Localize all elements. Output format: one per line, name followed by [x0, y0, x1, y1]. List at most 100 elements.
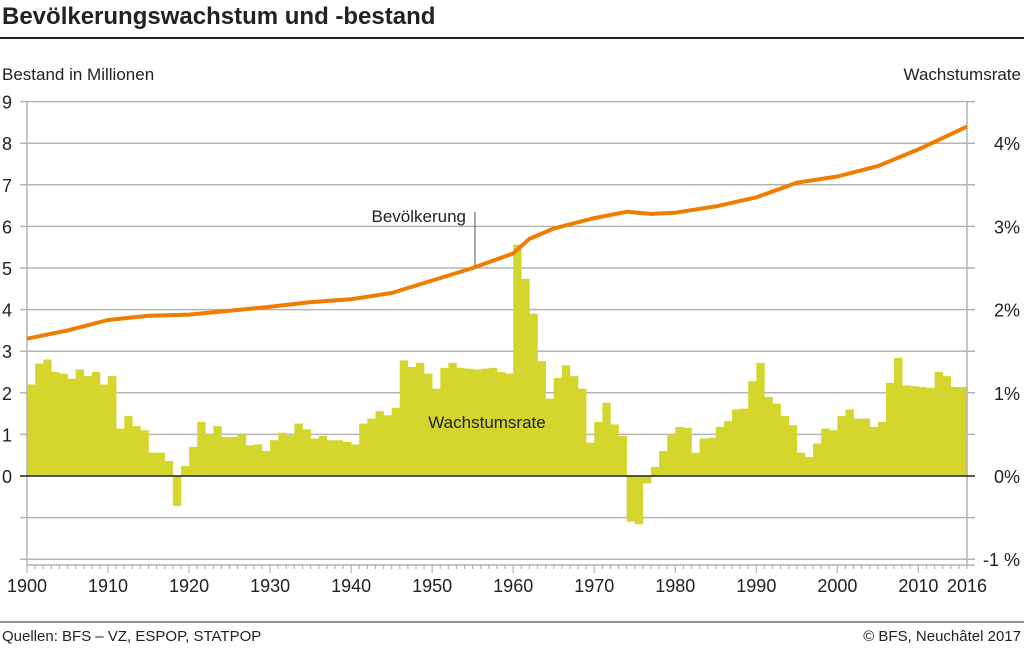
- x-tick-label: 1970: [574, 576, 614, 596]
- growth-bar: [432, 388, 441, 476]
- growth-bar: [569, 376, 579, 476]
- x-tick-label: 1920: [169, 576, 209, 596]
- growth-bar: [788, 425, 798, 476]
- growth-bar: [537, 361, 546, 476]
- growth-bar: [513, 244, 522, 476]
- y-right-tick-label: 2%: [994, 301, 1020, 321]
- growth-bar: [796, 452, 806, 476]
- growth-bar: [521, 278, 530, 476]
- growth-bar: [804, 456, 814, 476]
- growth-bar: [383, 415, 392, 476]
- growth-bar: [659, 451, 668, 476]
- growth-bar: [343, 441, 352, 476]
- x-tick-label: 2010: [898, 576, 938, 596]
- growth-bar: [861, 418, 871, 476]
- series-label-population: Bevölkerung: [371, 207, 466, 226]
- growth-bar: [367, 418, 376, 476]
- growth-bar: [310, 438, 320, 476]
- growth-bar: [116, 428, 125, 476]
- growth-bar: [140, 430, 149, 476]
- growth-bar: [75, 369, 85, 476]
- growth-bar: [132, 426, 141, 476]
- y-left-tick-label: 9: [2, 93, 12, 113]
- growth-bar: [51, 372, 60, 476]
- growth-bar: [650, 466, 660, 476]
- growth-bar: [440, 367, 449, 476]
- growth-bar: [845, 409, 854, 476]
- copyright-note: © BFS, Neuchâtel 2017: [863, 628, 1021, 645]
- growth-bar: [813, 443, 822, 476]
- growth-bar: [675, 426, 684, 476]
- growth-bar: [756, 362, 765, 476]
- growth-bar: [740, 408, 749, 476]
- growth-bar: [391, 407, 401, 476]
- growth-bar: [926, 387, 935, 476]
- growth-bar: [869, 426, 879, 476]
- growth-bar: [67, 378, 76, 476]
- growth-bar: [497, 372, 506, 476]
- growth-bar: [424, 373, 433, 476]
- growth-bar: [910, 386, 919, 476]
- growth-bar: [221, 436, 230, 476]
- growth-bar: [456, 367, 465, 476]
- growth-bar: [99, 384, 109, 476]
- growth-bar: [902, 385, 911, 476]
- growth-bar: [950, 386, 960, 476]
- growth-bar: [262, 451, 271, 476]
- y-right-label: Wachstumsrate: [904, 65, 1021, 84]
- growth-bar: [488, 367, 498, 476]
- growth-bar: [683, 427, 692, 476]
- growth-bar: [480, 368, 490, 476]
- growth-bar: [472, 369, 482, 476]
- growth-bar: [667, 434, 676, 476]
- axes: [20, 101, 975, 573]
- growth-bar: [877, 421, 887, 476]
- growth-bar: [83, 376, 93, 476]
- growth-bar: [197, 421, 206, 476]
- source-note: Quellen: BFS – VZ, ESPOP, STATPOP: [2, 628, 261, 645]
- growth-bar: [561, 365, 571, 476]
- growth-bar: [229, 436, 238, 476]
- growth-bar: [707, 437, 717, 476]
- x-tick-label: 1900: [7, 576, 47, 596]
- growth-bar: [715, 426, 725, 476]
- growth-bar: [148, 452, 157, 476]
- growth-bar: [723, 421, 733, 476]
- growth-bar: [578, 388, 587, 476]
- y-right-tick-label: 3%: [994, 217, 1020, 237]
- growth-bar: [934, 372, 943, 476]
- series-label-growth: Wachstumsrate: [428, 413, 545, 432]
- y-left-tick-label: 6: [2, 217, 12, 237]
- growth-bar: [237, 434, 247, 476]
- growth-bar: [108, 376, 117, 476]
- growth-bar: [618, 436, 627, 476]
- growth-bar: [626, 476, 636, 522]
- y-right-tick-label: -1 %: [983, 550, 1020, 570]
- growth-bar: [691, 452, 700, 476]
- growth-bar: [278, 432, 287, 476]
- growth-bar: [894, 357, 903, 476]
- population-line: [26, 124, 968, 341]
- x-tick-label: 1950: [412, 576, 452, 596]
- growth-bar: [318, 436, 328, 476]
- growth-bar: [407, 367, 417, 476]
- x-tick-label: 2000: [817, 576, 857, 596]
- growth-bar: [43, 359, 52, 476]
- growth-bar: [634, 476, 644, 525]
- growth-bar: [829, 430, 838, 476]
- growth-bar: [205, 434, 214, 476]
- growth-bar: [545, 398, 555, 476]
- growth-bar: [448, 362, 457, 476]
- growth-bar: [821, 428, 830, 476]
- growth-bar: [853, 418, 862, 476]
- growth-bar: [553, 377, 563, 476]
- growth-bar: [302, 429, 311, 476]
- growth-bar: [164, 461, 174, 476]
- y-left-tick-label: 7: [2, 176, 12, 196]
- growth-bar: [245, 445, 255, 476]
- growth-bar: [732, 409, 741, 476]
- growth-bar: [334, 440, 344, 476]
- growth-bar: [942, 376, 952, 476]
- growth-bar: [748, 381, 757, 476]
